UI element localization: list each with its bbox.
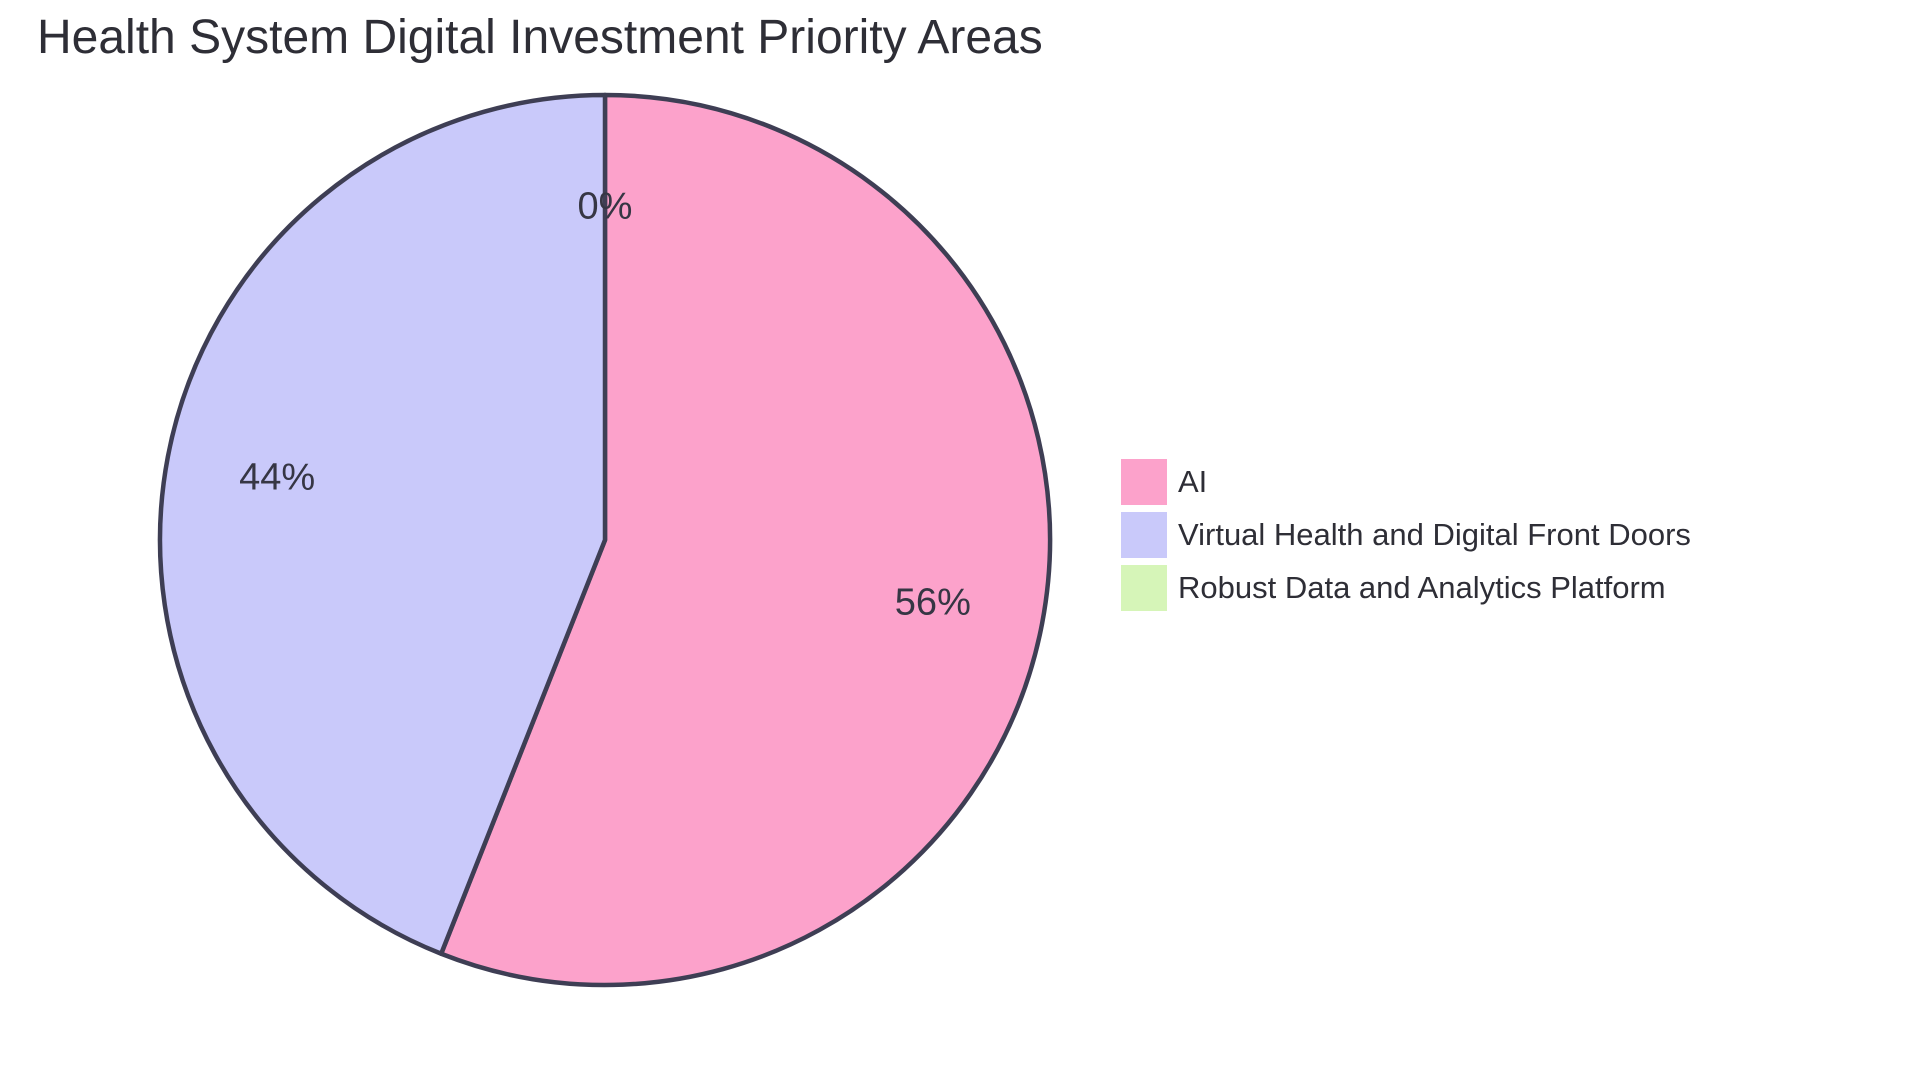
pie-slice-0[interactable] bbox=[438, 92, 1053, 988]
legend-label-2: Robust Data and Analytics Platform bbox=[1178, 570, 1666, 605]
legend-label-0: AI bbox=[1178, 464, 1208, 499]
legend-swatch-2 bbox=[1121, 565, 1167, 611]
legend: AI Virtual Health and Digital Front Doors… bbox=[1121, 459, 1691, 618]
slice-value-label-1: 44% bbox=[239, 456, 315, 498]
chart-title: Health System Digital Investment Priorit… bbox=[37, 11, 1043, 64]
legend-swatch-1 bbox=[1121, 512, 1167, 558]
slice-value-label-2: 0% bbox=[578, 185, 633, 227]
legend-item-2[interactable]: Robust Data and Analytics Platform bbox=[1121, 565, 1691, 611]
pie-slice-1[interactable] bbox=[157, 92, 608, 957]
legend-item-0[interactable]: AI bbox=[1121, 459, 1691, 505]
legend-swatch-0 bbox=[1121, 459, 1167, 505]
legend-label-1: Virtual Health and Digital Front Doors bbox=[1178, 517, 1691, 552]
legend-item-1[interactable]: Virtual Health and Digital Front Doors bbox=[1121, 512, 1691, 558]
slice-value-label-0: 56% bbox=[895, 582, 971, 624]
